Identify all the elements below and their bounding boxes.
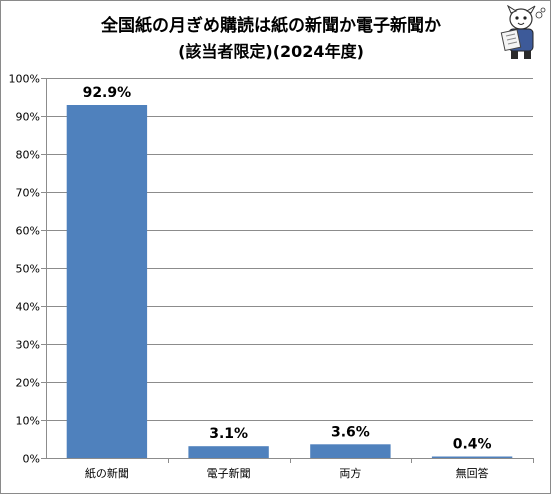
bar — [66, 105, 148, 458]
category-label: 両方 — [339, 466, 361, 480]
bar — [310, 444, 391, 458]
y-tick-label: 40% — [16, 301, 40, 314]
newspaper-reading-mascot-icon — [500, 5, 546, 59]
y-tick-label: 60% — [16, 225, 40, 238]
category-label: 紙の新聞 — [85, 466, 129, 480]
category-label: 電子新聞 — [207, 466, 251, 480]
data-label: 3.6% — [331, 424, 370, 440]
y-tick-label: 0% — [23, 453, 40, 466]
y-tick-label: 20% — [16, 377, 40, 390]
bar — [431, 456, 513, 458]
y-tick-label: 80% — [16, 149, 40, 162]
data-label: 92.9% — [83, 85, 132, 101]
y-tick-label: 50% — [16, 263, 40, 276]
y-tick-label: 90% — [16, 111, 40, 124]
y-tick-label: 100% — [9, 73, 40, 86]
category-label: 無回答 — [456, 466, 489, 480]
y-tick-label: 30% — [16, 339, 40, 352]
y-tick-label: 10% — [16, 415, 40, 428]
data-label: 3.1% — [209, 426, 248, 442]
bar — [188, 446, 269, 458]
y-tick-label: 70% — [16, 187, 40, 200]
chart-subtitle: (該当者限定)(2024年度) — [178, 42, 364, 61]
chart-title: 全国紙の月ぎめ購読は紙の新聞か電子新聞か — [101, 16, 441, 36]
data-label: 0.4% — [453, 437, 492, 453]
